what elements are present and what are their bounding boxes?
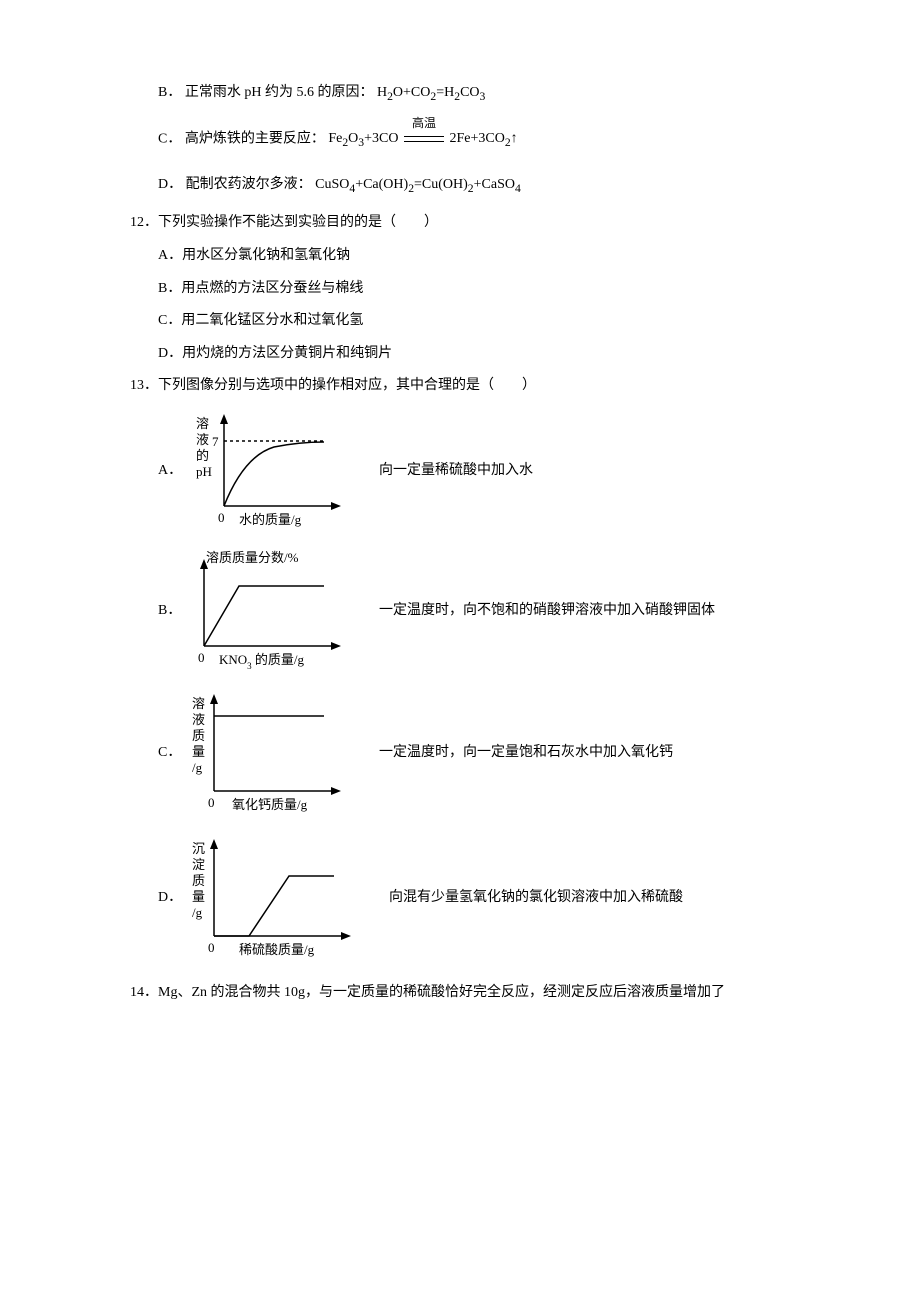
option-label: B． bbox=[158, 598, 184, 625]
q13-option-B: B． 溶质质量分数/% 0 KNO3 的质量/g 一定温度时，向不饱和的硝酸钾溶… bbox=[130, 546, 810, 676]
svg-text:7: 7 bbox=[212, 434, 219, 449]
svg-text:液: 液 bbox=[192, 712, 205, 727]
option-prefix: 高炉炼铁的主要反应： bbox=[185, 131, 325, 146]
option-label: B． bbox=[158, 85, 181, 100]
q12-option-C: C．用二氧化锰区分水和过氧化氢 bbox=[130, 308, 810, 335]
option-desc: 向混有少量氢氧化钠的氯化钡溶液中加入稀硫酸 bbox=[389, 885, 683, 912]
option-text: 用二氧化锰区分水和过氧化氢 bbox=[181, 313, 363, 328]
svg-text:溶: 溶 bbox=[192, 696, 205, 711]
option-text: 用灼烧的方法区分黄铜片和纯铜片 bbox=[182, 346, 392, 361]
svg-text:0: 0 bbox=[198, 650, 205, 665]
chart-B: 溶质质量分数/% 0 KNO3 的质量/g bbox=[184, 546, 349, 676]
svg-text:/g: /g bbox=[192, 760, 203, 775]
q11-option-B: B． 正常雨水 pH 约为 5.6 的原因： H2O+CO2=H2CO3 bbox=[130, 80, 810, 108]
svg-text:/g: /g bbox=[192, 905, 203, 920]
svg-text:的: 的 bbox=[196, 448, 209, 463]
option-label: C． bbox=[158, 740, 184, 767]
reaction-condition: 高温 bbox=[402, 126, 446, 153]
option-desc: 一定温度时，向一定量饱和石灰水中加入氧化钙 bbox=[379, 740, 673, 767]
formula: H2O+CO2=H2CO3 bbox=[377, 85, 485, 100]
chart-C: 溶 液 质 量 /g 0 氧化钙质量/g bbox=[184, 686, 349, 821]
question-number: 14． bbox=[130, 985, 158, 1000]
chart-A: 溶 液 的 pH 7 0 水的质量/g bbox=[184, 406, 349, 536]
formula-left: Fe2O3+3CO bbox=[328, 131, 398, 146]
q13-option-C: C． 溶 液 质 量 /g 0 氧化钙质量/g 一定温度时，向一定量饱和石灰水中… bbox=[130, 686, 810, 821]
stem-text: 下列图像分别与选项中的操作相对应，其中合理的是（ ） bbox=[158, 378, 536, 393]
exam-page: B． 正常雨水 pH 约为 5.6 的原因： H2O+CO2=H2CO3 C． … bbox=[0, 0, 920, 1302]
q13-option-D: D． 沉 淀 质 量 /g 0 稀硫酸质量/g 向混有少量氢氧化钠的氯化钡溶液中… bbox=[130, 831, 810, 966]
question-number: 12． bbox=[130, 215, 158, 230]
option-label: D． bbox=[158, 177, 182, 192]
option-text: 用点燃的方法区分蚕丝与棉线 bbox=[181, 281, 363, 296]
svg-text:氧化钙质量/g: 氧化钙质量/g bbox=[232, 797, 308, 812]
option-label: D． bbox=[158, 885, 184, 912]
q11-option-D: D． 配制农药波尔多液： CuSO4+Ca(OH)2=Cu(OH)2+CaSO4 bbox=[130, 172, 810, 200]
option-label: B． bbox=[158, 281, 181, 296]
q12-option-B: B．用点燃的方法区分蚕丝与棉线 bbox=[130, 276, 810, 303]
option-desc: 一定温度时，向不饱和的硝酸钾溶液中加入硝酸钾固体 bbox=[379, 598, 715, 625]
svg-text:pH: pH bbox=[196, 464, 212, 479]
svg-text:量: 量 bbox=[192, 744, 205, 759]
q14-stem: 14．Mg、Zn 的混合物共 10g，与一定质量的稀硫酸恰好完全反应，经测定反应… bbox=[130, 980, 810, 1007]
svg-text:沉: 沉 bbox=[192, 841, 205, 856]
svg-text:淀: 淀 bbox=[192, 857, 205, 872]
svg-text:量: 量 bbox=[192, 889, 205, 904]
svg-text:KNO3 的质量/g: KNO3 的质量/g bbox=[219, 652, 305, 671]
chart-D: 沉 淀 质 量 /g 0 稀硫酸质量/g bbox=[184, 831, 359, 966]
option-prefix: 配制农药波尔多液： bbox=[186, 177, 312, 192]
formula: CuSO4+Ca(OH)2=Cu(OH)2+CaSO4 bbox=[315, 177, 521, 192]
svg-text:液: 液 bbox=[196, 432, 209, 447]
option-label: A． bbox=[158, 458, 184, 485]
q13-stem: 13．下列图像分别与选项中的操作相对应，其中合理的是（ ） bbox=[130, 373, 810, 400]
svg-text:溶质质量分数/%: 溶质质量分数/% bbox=[206, 550, 299, 565]
option-prefix: 正常雨水 pH 约为 5.6 的原因： bbox=[185, 85, 374, 100]
question-number: 13． bbox=[130, 378, 158, 393]
q12-stem: 12．下列实验操作不能达到实验目的的是（ ） bbox=[130, 210, 810, 237]
q12-option-D: D．用灼烧的方法区分黄铜片和纯铜片 bbox=[130, 341, 810, 368]
option-label: C． bbox=[158, 313, 181, 328]
option-label: A． bbox=[158, 248, 182, 263]
option-text: 用水区分氯化钠和氢氧化钠 bbox=[182, 248, 350, 263]
formula-right: 2Fe+3CO2↑ bbox=[449, 131, 517, 146]
option-desc: 向一定量稀硫酸中加入水 bbox=[379, 458, 533, 485]
q13-option-A: A． 溶 液 的 pH 7 0 水的质量/g 向一定量稀硫酸中加入水 bbox=[130, 406, 810, 536]
svg-text:水的质量/g: 水的质量/g bbox=[239, 512, 302, 527]
svg-text:质: 质 bbox=[192, 728, 205, 743]
stem-text: 下列实验操作不能达到实验目的的是（ ） bbox=[158, 215, 438, 230]
option-label: D． bbox=[158, 346, 182, 361]
stem-text: Mg、Zn 的混合物共 10g，与一定质量的稀硫酸恰好完全反应，经测定反应后溶液… bbox=[158, 985, 725, 1000]
svg-text:0: 0 bbox=[208, 940, 215, 955]
option-label: C． bbox=[158, 131, 181, 146]
q11-option-C: C． 高炉炼铁的主要反应： Fe2O3+3CO 高温 2Fe+3CO2↑ bbox=[130, 126, 810, 154]
svg-text:稀硫酸质量/g: 稀硫酸质量/g bbox=[239, 942, 315, 957]
svg-text:质: 质 bbox=[192, 873, 205, 888]
svg-text:0: 0 bbox=[208, 795, 215, 810]
q12-option-A: A．用水区分氯化钠和氢氧化钠 bbox=[130, 243, 810, 270]
svg-text:溶: 溶 bbox=[196, 416, 209, 431]
svg-text:0: 0 bbox=[218, 510, 225, 525]
